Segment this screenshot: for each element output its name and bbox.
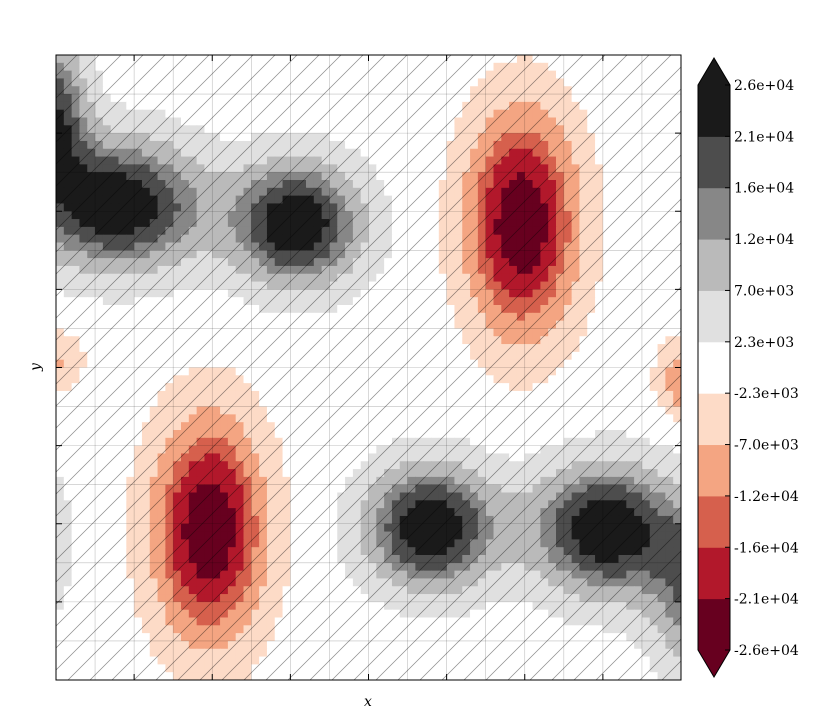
contour-chart: x y 2.6e+042.1e+041.6e+041.2e+047.0e+032… [28, 54, 799, 710]
